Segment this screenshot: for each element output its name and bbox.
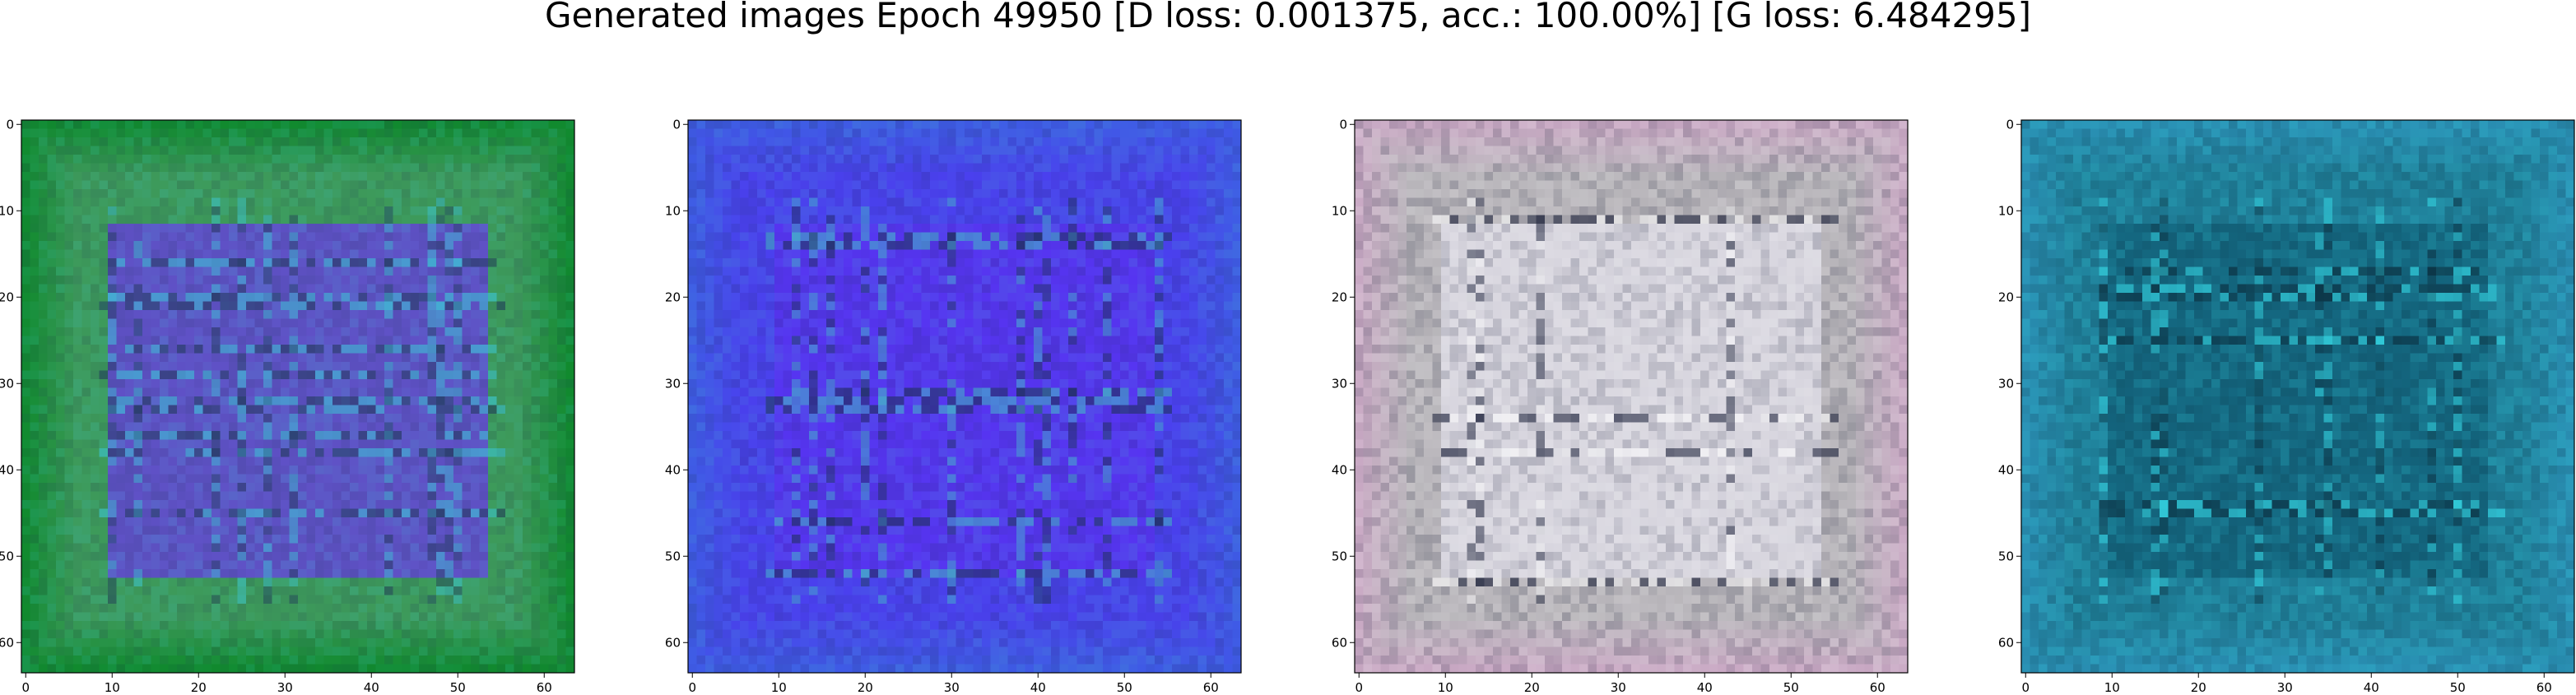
y-tick-label: 40 xyxy=(665,462,681,477)
y-tick-label: 40 xyxy=(1332,462,1347,477)
y-tick-label: 60 xyxy=(665,635,681,650)
y-tick-label: 0 xyxy=(2006,117,2014,132)
generated-image-4 xyxy=(2021,120,2574,673)
x-tick-label: 60 xyxy=(2536,680,2552,695)
x-tick-label: 50 xyxy=(450,680,466,695)
y-tick-label: 40 xyxy=(1998,462,2014,477)
generated-image-3 xyxy=(1355,120,1908,673)
x-tick-label: 0 xyxy=(2021,680,2030,695)
x-tick-label: 40 xyxy=(1697,680,1713,695)
x-tick-label: 50 xyxy=(2450,680,2466,695)
axes-frame xyxy=(21,119,575,674)
x-tick-label: 50 xyxy=(1117,680,1132,695)
y-tick-label: 50 xyxy=(1998,549,2014,563)
y-tick-label: 50 xyxy=(665,549,681,563)
x-tick-label: 60 xyxy=(1870,680,1886,695)
x-tick-label: 0 xyxy=(1355,680,1363,695)
x-tick-label: 30 xyxy=(2277,680,2293,695)
y-tick-label: 50 xyxy=(0,549,14,563)
x-tick-label: 30 xyxy=(944,680,960,695)
x-tick-label: 0 xyxy=(688,680,696,695)
generated-image-4-axes: 0 10 20 30 40 50 60 0 10 20 30 40 50 60 xyxy=(1998,117,2575,695)
y-tick-label: 60 xyxy=(1332,635,1347,650)
y-tick-label: 40 xyxy=(0,462,14,477)
y-tick-label: 30 xyxy=(1332,376,1347,391)
generated-image-1 xyxy=(21,120,574,673)
y-tick-label: 0 xyxy=(1339,117,1347,132)
y-tick-label: 0 xyxy=(672,117,681,132)
y-tick-label: 10 xyxy=(665,203,681,218)
y-tick-label: 10 xyxy=(0,203,14,218)
x-tick-label: 30 xyxy=(277,680,293,695)
y-tick-label: 0 xyxy=(6,117,14,132)
y-tick-label: 60 xyxy=(1998,635,2014,650)
x-tick-label: 20 xyxy=(191,680,207,695)
x-tick-label: 10 xyxy=(105,680,120,695)
x-tick-label: 40 xyxy=(1030,680,1046,695)
x-tick-label: 20 xyxy=(2191,680,2206,695)
axes-frame xyxy=(2020,119,2575,674)
x-tick-label: 10 xyxy=(1438,680,1453,695)
x-tick-label: 40 xyxy=(2364,680,2379,695)
axes-frame xyxy=(687,119,1242,674)
generated-image-2 xyxy=(688,120,1241,673)
generated-image-2-axes: 0 10 20 30 40 50 60 0 10 20 30 40 50 60 xyxy=(665,117,1242,695)
x-tick-label: 60 xyxy=(1203,680,1219,695)
x-tick-label: 0 xyxy=(21,680,30,695)
axes-frame xyxy=(1354,119,1909,674)
figure-title: Generated images Epoch 49950 [D loss: 0.… xyxy=(544,0,2032,35)
y-tick-label: 20 xyxy=(0,290,14,304)
y-tick-label: 10 xyxy=(1332,203,1347,218)
x-tick-label: 20 xyxy=(858,680,873,695)
y-tick-label: 60 xyxy=(0,635,14,650)
x-tick-label: 60 xyxy=(537,680,552,695)
y-tick-label: 30 xyxy=(1998,376,2014,391)
y-tick-label: 10 xyxy=(1998,203,2014,218)
y-tick-label: 20 xyxy=(1998,290,2014,304)
y-tick-label: 30 xyxy=(0,376,14,391)
y-tick-label: 50 xyxy=(1332,549,1347,563)
x-tick-label: 50 xyxy=(1783,680,1799,695)
x-tick-label: 20 xyxy=(1524,680,1540,695)
x-tick-label: 30 xyxy=(1611,680,1626,695)
generated-image-3-axes: 0 10 20 30 40 50 60 0 10 20 30 40 50 60 xyxy=(1332,117,1909,695)
y-tick-label: 30 xyxy=(665,376,681,391)
x-tick-label: 40 xyxy=(364,680,379,695)
y-tick-label: 20 xyxy=(665,290,681,304)
y-tick-label: 20 xyxy=(1332,290,1347,304)
x-tick-label: 10 xyxy=(771,680,787,695)
x-tick-label: 10 xyxy=(2104,680,2120,695)
generated-image-1-axes: 0 10 20 30 40 50 60 0 10 20 30 40 50 60 xyxy=(0,117,575,695)
